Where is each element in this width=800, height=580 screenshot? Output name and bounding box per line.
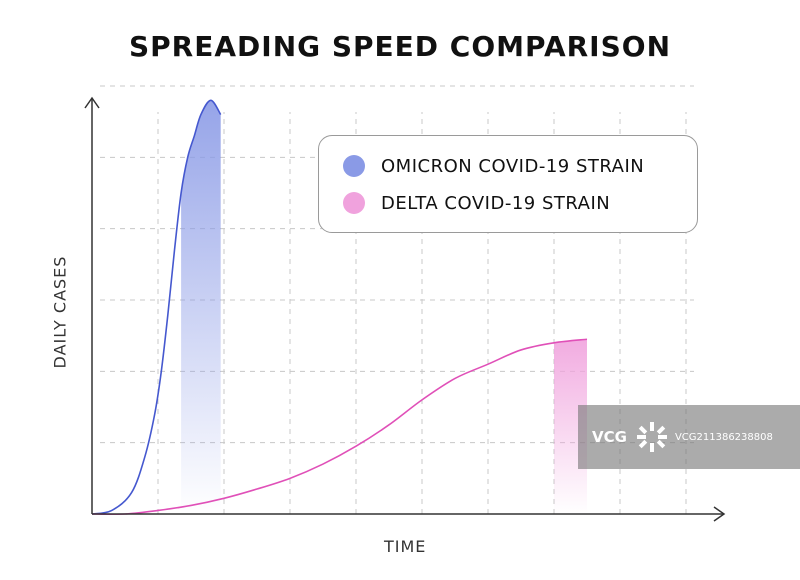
- series-lines: [91, 99, 588, 516]
- legend-item-omicron: OMICRON COVID-19 STRAIN: [343, 153, 644, 179]
- y-axis-label: DAILY CASES: [50, 255, 70, 369]
- legend-swatch-omicron: [343, 155, 365, 177]
- series-line-omicron: [91, 99, 222, 515]
- watermark-burst-icon: [636, 422, 667, 452]
- legend-item-delta: DELTA COVID-19 STRAIN: [343, 190, 610, 216]
- x-axis-label: TIME: [384, 537, 427, 556]
- series-area-omicron: [181, 100, 221, 514]
- watermark-id: VCG211386238808: [674, 431, 773, 443]
- watermark-logo: VCG: [592, 428, 627, 446]
- series-line-delta: [91, 338, 588, 516]
- axes: [84, 96, 726, 522]
- y-axis-arrow-icon: [84, 96, 100, 109]
- watermark: VCG VCG211386238808: [578, 405, 800, 469]
- legend-swatch-delta: [343, 192, 365, 214]
- chart-title: SPREADING SPEED COMPARISON: [128, 30, 672, 63]
- series-area-delta: [554, 339, 587, 514]
- legend-label-delta: DELTA COVID-19 STRAIN: [381, 192, 611, 214]
- legend-label-omicron: OMICRON COVID-19 STRAIN: [381, 155, 645, 177]
- x-axis-arrow-icon: [713, 506, 726, 522]
- chart-legend: OMICRON COVID-19 STRAIN DELTA COVID-19 S…: [318, 135, 698, 233]
- series-areas: [181, 100, 587, 514]
